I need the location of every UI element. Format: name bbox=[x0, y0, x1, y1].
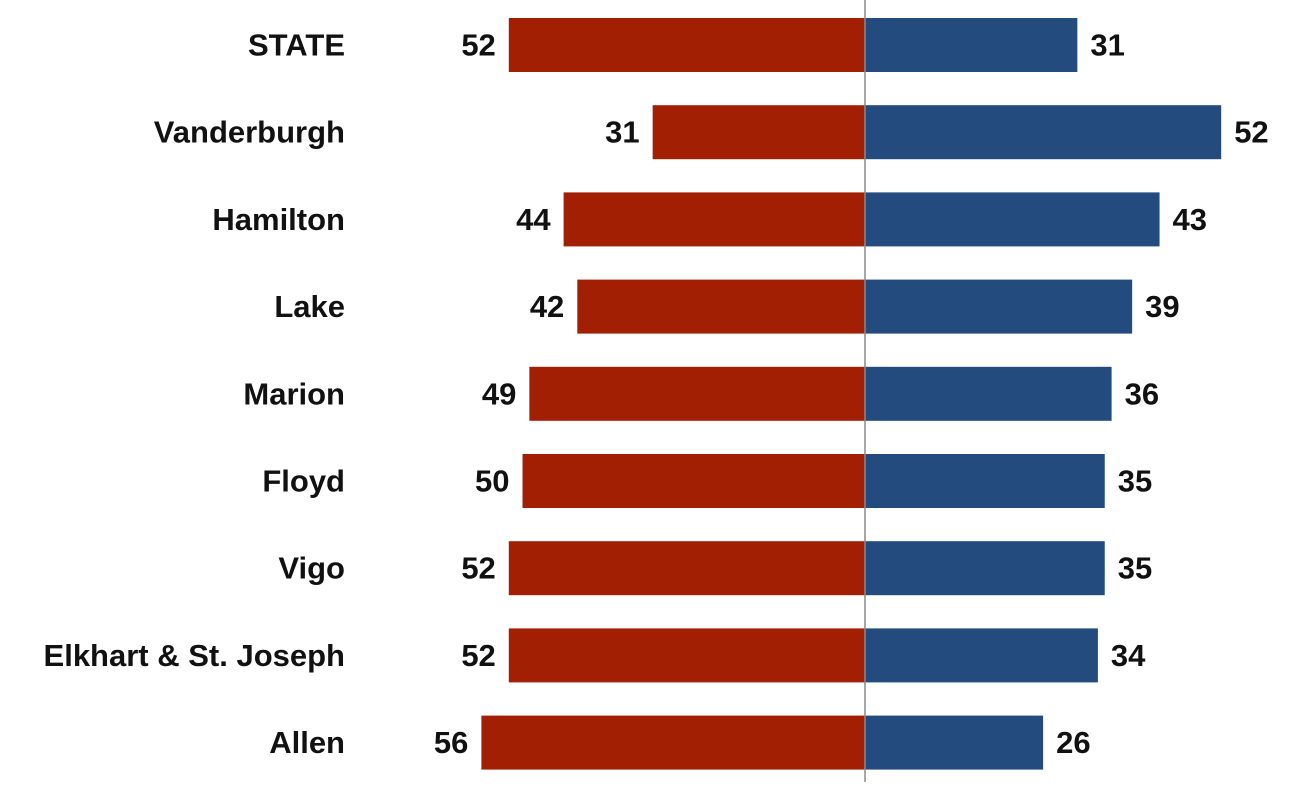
bar-right-marion bbox=[865, 366, 1112, 421]
category-label-floyd: Floyd bbox=[262, 464, 345, 499]
value-label-right-state: 31 bbox=[1090, 28, 1124, 63]
bar-right-lake bbox=[865, 279, 1133, 334]
value-label-left-vanderburgh: 31 bbox=[605, 115, 639, 150]
category-label-lake: Lake bbox=[274, 289, 345, 324]
value-label-left-state: 52 bbox=[461, 28, 495, 63]
bar-left-allen bbox=[481, 715, 865, 770]
value-label-left-allen: 56 bbox=[434, 725, 468, 760]
labels-layer: STATE 52 31 Vanderburgh 31 52 Hamilton 44 43 Lake… bbox=[44, 28, 1269, 761]
bar-left-marion bbox=[529, 366, 865, 421]
value-label-right-floyd: 35 bbox=[1118, 464, 1152, 499]
category-label-state: STATE bbox=[248, 28, 345, 63]
bar-right-hamilton bbox=[865, 192, 1160, 247]
bar-left-state bbox=[508, 18, 865, 72]
value-label-left-lake: 42 bbox=[530, 289, 564, 324]
category-label-hamilton: Hamilton bbox=[212, 202, 345, 237]
bar-left-vanderburgh bbox=[652, 105, 865, 160]
category-label-vanderburgh: Vanderburgh bbox=[154, 115, 345, 150]
value-label-right-allen: 26 bbox=[1056, 725, 1090, 760]
bar-right-state bbox=[865, 18, 1078, 72]
bar-right-elkhart-st-joseph bbox=[865, 628, 1098, 683]
bar-right-allen bbox=[865, 715, 1044, 770]
value-label-right-lake: 39 bbox=[1145, 289, 1179, 324]
value-label-left-floyd: 50 bbox=[475, 464, 509, 499]
bars-layer bbox=[481, 18, 1222, 770]
bar-right-floyd bbox=[865, 454, 1105, 508]
value-label-left-vigo: 52 bbox=[461, 551, 495, 586]
bar-right-vigo bbox=[865, 541, 1105, 596]
bar-left-floyd bbox=[522, 454, 865, 508]
value-label-left-hamilton: 44 bbox=[516, 202, 551, 237]
bar-left-elkhart-st-joseph bbox=[508, 628, 865, 683]
bar-left-lake bbox=[577, 279, 865, 334]
value-label-right-hamilton: 43 bbox=[1173, 202, 1207, 237]
value-label-right-marion: 36 bbox=[1125, 376, 1159, 411]
value-label-left-marion: 49 bbox=[482, 376, 516, 411]
bar-left-vigo bbox=[508, 541, 865, 596]
value-label-left-elkhart-st-joseph: 52 bbox=[461, 638, 495, 673]
category-label-vigo: Vigo bbox=[278, 551, 345, 586]
category-label-elkhart-st-joseph: Elkhart & St. Joseph bbox=[44, 638, 345, 673]
value-label-right-vanderburgh: 52 bbox=[1234, 115, 1268, 150]
category-label-marion: Marion bbox=[243, 376, 345, 411]
category-label-allen: Allen bbox=[269, 725, 345, 760]
bar-right-vanderburgh bbox=[865, 105, 1222, 160]
value-label-right-vigo: 35 bbox=[1118, 551, 1152, 586]
value-label-right-elkhart-st-joseph: 34 bbox=[1111, 638, 1146, 673]
bar-left-hamilton bbox=[563, 192, 865, 247]
